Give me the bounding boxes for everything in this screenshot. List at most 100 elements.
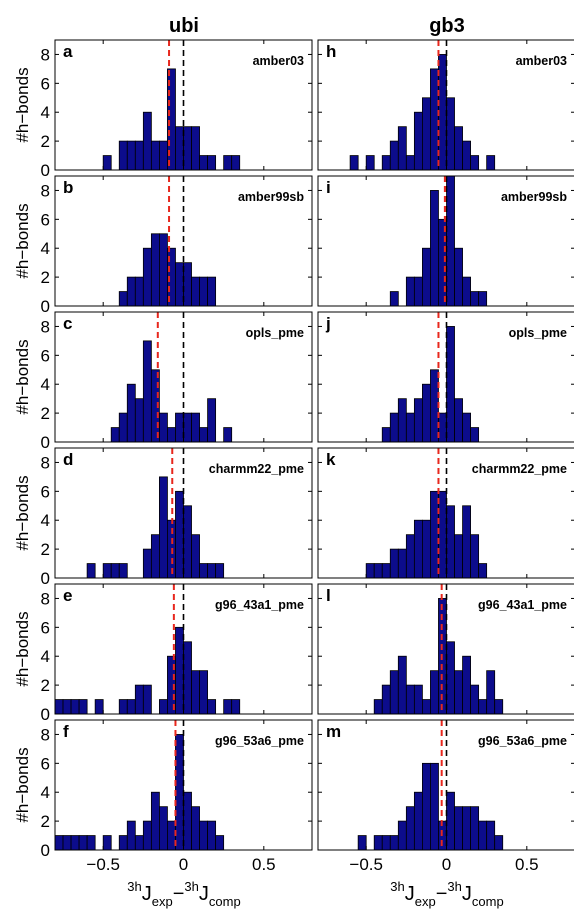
histogram-bar [413, 684, 423, 715]
histogram-bar [150, 534, 160, 579]
histogram-bar [454, 806, 463, 851]
force-field-label: opls_pme [246, 326, 304, 340]
panel-k: k charmm22_pme [317, 447, 574, 579]
panel-letter: m [326, 722, 341, 741]
x-label-minus: − [173, 883, 185, 905]
histogram-bar [159, 233, 168, 307]
x-axis-label-ubi: 3hJexp−3hJcomp [127, 879, 240, 909]
histogram-bar [54, 699, 64, 715]
x-tick-label: 0 [442, 855, 451, 874]
histogram-bar [454, 126, 463, 171]
histogram-bar [94, 699, 104, 715]
histogram-bar [207, 563, 217, 579]
histogram-bar [142, 111, 152, 171]
force-field-label: charmm22_pme [472, 462, 567, 476]
x-label-base-2: J [199, 883, 209, 905]
histogram-bar [126, 699, 136, 715]
panel-i: i amber99sb [317, 175, 574, 307]
histogram-bar [365, 563, 375, 579]
histogram-bar [413, 111, 423, 171]
y-tick-label: 0 [41, 705, 50, 724]
histogram-bar [381, 835, 391, 851]
y-tick-label: 8 [41, 589, 50, 608]
histogram-bar [397, 820, 407, 851]
histogram-bar [231, 699, 241, 715]
column-title-ubi: ubi [169, 15, 199, 37]
histogram-bar [86, 563, 96, 579]
histogram-bar [470, 534, 480, 579]
y-tick-label: 2 [41, 676, 50, 695]
histogram-bar [494, 835, 504, 851]
histogram-bar [207, 398, 217, 443]
histogram-bar [397, 398, 407, 443]
histogram-bar [126, 383, 136, 443]
histogram-bar [62, 699, 72, 715]
histogram-bar [494, 699, 504, 715]
histogram-bar [430, 369, 439, 443]
histogram-bar [381, 563, 391, 579]
histogram-bar [183, 791, 192, 851]
histogram-bar [183, 412, 192, 443]
x-tick-label: 0 [179, 855, 188, 874]
panel-letter: i [326, 178, 331, 197]
panel-letter: l [326, 586, 331, 605]
force-field-label: g96_53a6_pme [215, 734, 304, 748]
y-tick-label: 0 [41, 433, 50, 452]
panel-b: 0 2 4 6 8 b amber99sb #h−bonds [13, 175, 313, 316]
histogram-bar [70, 835, 80, 851]
histogram-bar [462, 276, 471, 307]
x-label-sup-1: 3h [390, 879, 404, 894]
histogram-bar [191, 276, 200, 307]
y-tick-label: 2 [41, 812, 50, 831]
histogram-bar [191, 412, 200, 443]
panel-c: 0 2 4 6 8 c opls_pme #h−bonds [13, 311, 313, 452]
histogram-bar [223, 427, 233, 443]
histogram-bar [405, 534, 415, 579]
y-tick-label: 4 [41, 511, 50, 530]
histogram-bar [438, 412, 447, 443]
histogram-bar [438, 490, 447, 579]
histogram-bar [470, 155, 480, 171]
y-tick-label: 6 [41, 74, 50, 93]
histogram-bar [389, 835, 399, 851]
histogram-bar [373, 835, 383, 851]
histogram-bar [462, 412, 471, 443]
y-tick-label: 4 [41, 647, 50, 666]
histogram-bar [413, 276, 423, 307]
histogram-bar [446, 641, 455, 715]
histogram-bar [357, 835, 367, 851]
histogram-bar [142, 340, 152, 443]
x-axis-label-gb3: 3hJexp−3hJcomp [390, 879, 503, 909]
histogram-bar [199, 670, 208, 715]
panel-letter: d [63, 450, 73, 469]
force-field-label: amber99sb [501, 190, 567, 204]
histogram-bar [183, 641, 192, 715]
histogram-bar [175, 126, 184, 171]
histogram-bar [454, 398, 463, 443]
histogram-bar [486, 155, 496, 171]
histogram-bar [118, 412, 128, 443]
histogram-bar [454, 247, 463, 307]
histogram-bar [413, 519, 423, 579]
histogram-bar [70, 699, 80, 715]
y-tick-label: 2 [41, 268, 50, 287]
y-tick-label: 2 [41, 132, 50, 151]
histogram-bar [142, 548, 152, 579]
histogram-bar [118, 140, 128, 171]
force-field-label: g96_43a1_pme [478, 598, 567, 612]
histogram-bar [110, 427, 120, 443]
histogram-bar [175, 490, 184, 579]
histogram-bar [159, 476, 168, 579]
histogram-bar [478, 820, 488, 851]
y-tick-label: 0 [41, 297, 50, 316]
histogram-bar [470, 684, 480, 715]
histogram-bar [159, 140, 168, 171]
histogram-bar [78, 699, 88, 715]
y-tick-label: 4 [41, 239, 50, 258]
histogram-bar [405, 684, 415, 715]
histogram-bar [422, 699, 431, 715]
histogram-bar [175, 626, 184, 715]
y-tick-label: 2 [41, 404, 50, 423]
histogram-bar [430, 190, 439, 307]
